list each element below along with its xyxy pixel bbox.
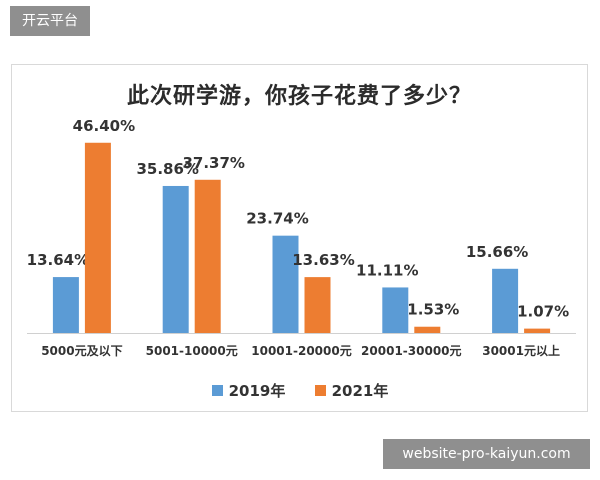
category-label-3: 10001-20000元 (251, 344, 351, 358)
bar-2019年-5 (492, 268, 519, 333)
data-label-2019年-3: 23.74% (246, 210, 308, 228)
data-label-2021年-3: 13.63% (292, 251, 354, 269)
bar-2019年-3 (272, 235, 299, 333)
legend-item-2019: 2019年 (211, 380, 286, 401)
chart-title: 此次研学游，你孩子花费了多少？ (126, 84, 472, 109)
chart-legend: 2019年 2021年 (0, 380, 600, 401)
category-label-1: 5000元及以下 (41, 344, 122, 358)
bar-2021年-5 (524, 328, 551, 333)
bar-2021年-2 (194, 179, 221, 333)
category-label-5: 30001元以上 (482, 343, 560, 358)
data-label-2019年-4: 11.11% (356, 261, 418, 279)
legend-label-2021: 2021年 (331, 382, 389, 400)
legend-swatch-2019 (211, 385, 223, 396)
bar-2021年-4 (414, 326, 441, 333)
category-label-4: 20001-30000元 (361, 344, 461, 358)
data-label-2019年-1: 13.64% (27, 251, 89, 269)
legend-label-2019: 2019年 (228, 382, 286, 400)
data-label-2021年-4: 1.53% (407, 301, 459, 319)
data-label-2019年-2: 35.86% (136, 160, 198, 178)
watermark-label: website-pro-kaiyun.com (383, 439, 590, 469)
bar-2019年-4 (382, 287, 409, 333)
site-tag: 开云平台 (10, 6, 90, 36)
data-label-2021年-2: 37.37% (182, 154, 244, 172)
bar-2019年-1 (52, 277, 79, 333)
bar-2021年-1 (84, 142, 111, 333)
data-label-2021年-5: 1.07% (517, 303, 569, 321)
data-label-2021年-1: 46.40% (73, 117, 135, 135)
bar-2019年-2 (162, 185, 189, 333)
bar-2021年-3 (304, 277, 331, 333)
legend-item-2021: 2021年 (314, 380, 389, 401)
legend-swatch-2021 (314, 385, 326, 396)
category-label-2: 5001-10000元 (146, 344, 238, 358)
data-label-2019年-5: 15.66% (466, 243, 528, 261)
